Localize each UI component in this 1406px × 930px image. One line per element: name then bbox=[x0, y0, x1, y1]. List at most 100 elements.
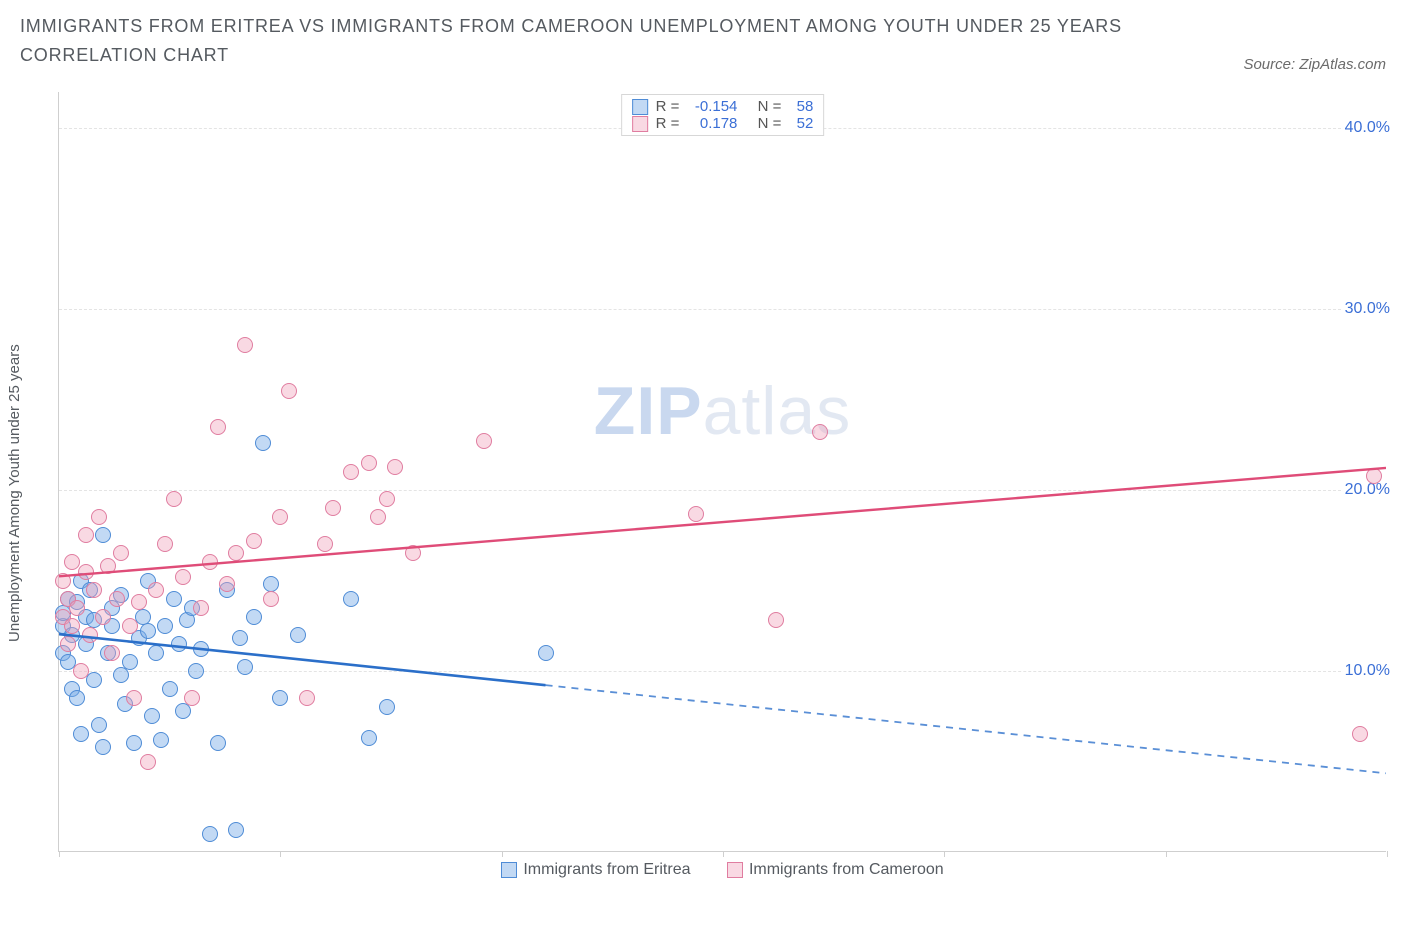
data-point-pink bbox=[175, 569, 191, 585]
data-point-pink bbox=[78, 527, 94, 543]
data-point-blue bbox=[122, 654, 138, 670]
data-point-blue bbox=[255, 435, 271, 451]
grid-line bbox=[59, 671, 1386, 672]
data-point-pink bbox=[69, 600, 85, 616]
legend-n-value-pink: 52 bbox=[789, 115, 813, 132]
data-point-pink bbox=[1352, 726, 1368, 742]
data-point-blue bbox=[379, 699, 395, 715]
data-point-pink bbox=[126, 690, 142, 706]
data-point-blue bbox=[290, 627, 306, 643]
data-point-pink bbox=[157, 536, 173, 552]
legend-label-blue: Immigrants from Eritrea bbox=[523, 861, 690, 879]
data-point-pink bbox=[55, 573, 71, 589]
data-point-blue bbox=[126, 735, 142, 751]
data-point-blue bbox=[166, 591, 182, 607]
y-tick-label: 10.0% bbox=[1341, 662, 1390, 680]
data-point-pink bbox=[184, 690, 200, 706]
data-point-blue bbox=[91, 717, 107, 733]
data-point-pink bbox=[228, 545, 244, 561]
data-point-pink bbox=[476, 433, 492, 449]
data-point-pink bbox=[812, 424, 828, 440]
data-point-pink bbox=[361, 455, 377, 471]
y-tick-label: 20.0% bbox=[1341, 481, 1390, 499]
legend-n-value-blue: 58 bbox=[789, 98, 813, 115]
data-point-pink bbox=[263, 591, 279, 607]
legend-n-label: N = bbox=[758, 115, 782, 132]
data-point-pink bbox=[210, 419, 226, 435]
data-point-pink bbox=[100, 558, 116, 574]
data-point-blue bbox=[162, 681, 178, 697]
x-tick bbox=[502, 851, 503, 857]
y-tick-label: 40.0% bbox=[1341, 119, 1390, 137]
data-point-pink bbox=[86, 582, 102, 598]
data-point-pink bbox=[113, 545, 129, 561]
watermark-left: ZIP bbox=[594, 373, 703, 449]
legend-r-value-pink: 0.178 bbox=[687, 115, 737, 132]
x-tick bbox=[280, 851, 281, 857]
data-point-blue bbox=[202, 826, 218, 842]
data-point-pink bbox=[140, 754, 156, 770]
legend-correlation: R = -0.154 N = 58 R = 0.178 N = 52 bbox=[621, 94, 825, 136]
data-point-blue bbox=[171, 636, 187, 652]
data-point-blue bbox=[140, 623, 156, 639]
data-point-pink bbox=[148, 582, 164, 598]
grid-line bbox=[59, 309, 1386, 310]
trend-lines bbox=[59, 92, 1386, 851]
data-point-pink bbox=[370, 509, 386, 525]
data-point-pink bbox=[60, 636, 76, 652]
data-point-blue bbox=[95, 739, 111, 755]
data-point-blue bbox=[210, 735, 226, 751]
source-attribution: Source: ZipAtlas.com bbox=[1243, 56, 1386, 73]
data-point-blue bbox=[95, 527, 111, 543]
watermark: ZIPatlas bbox=[594, 372, 851, 450]
chart-area: Unemployment Among Youth under 25 years … bbox=[0, 82, 1406, 930]
data-point-blue bbox=[144, 708, 160, 724]
legend-swatch-blue bbox=[501, 862, 517, 878]
data-point-pink bbox=[78, 564, 94, 580]
data-point-pink bbox=[272, 509, 288, 525]
data-point-blue bbox=[153, 732, 169, 748]
data-point-blue bbox=[272, 690, 288, 706]
data-point-blue bbox=[232, 630, 248, 646]
legend-swatch-pink bbox=[632, 116, 648, 132]
data-point-pink bbox=[73, 663, 89, 679]
legend-item-blue: Immigrants from Eritrea bbox=[501, 861, 690, 879]
legend-r-label: R = bbox=[656, 115, 680, 132]
legend-r-value-blue: -0.154 bbox=[687, 98, 737, 115]
data-point-pink bbox=[343, 464, 359, 480]
legend-row-pink: R = 0.178 N = 52 bbox=[632, 115, 814, 132]
data-point-blue bbox=[361, 730, 377, 746]
x-tick bbox=[1166, 851, 1167, 857]
data-point-pink bbox=[91, 509, 107, 525]
x-tick bbox=[59, 851, 60, 857]
data-point-blue bbox=[343, 591, 359, 607]
data-point-blue bbox=[228, 822, 244, 838]
data-point-blue bbox=[193, 641, 209, 657]
data-point-pink bbox=[246, 533, 262, 549]
legend-label-pink: Immigrants from Cameroon bbox=[749, 861, 944, 879]
data-point-pink bbox=[281, 383, 297, 399]
legend-n-label: N = bbox=[758, 98, 782, 115]
chart-title-block: IMMIGRANTS FROM ERITREA VS IMMIGRANTS FR… bbox=[20, 12, 1122, 70]
data-point-blue bbox=[237, 659, 253, 675]
data-point-pink bbox=[193, 600, 209, 616]
watermark-right: atlas bbox=[703, 373, 852, 449]
data-point-pink bbox=[122, 618, 138, 634]
x-tick bbox=[1387, 851, 1388, 857]
data-point-blue bbox=[157, 618, 173, 634]
plot-area: R = -0.154 N = 58 R = 0.178 N = 52 ZIPat… bbox=[58, 92, 1386, 852]
data-point-pink bbox=[104, 645, 120, 661]
legend-row-blue: R = -0.154 N = 58 bbox=[632, 98, 814, 115]
data-point-blue bbox=[246, 609, 262, 625]
data-point-pink bbox=[64, 618, 80, 634]
data-point-pink bbox=[768, 612, 784, 628]
data-point-pink bbox=[1366, 468, 1382, 484]
chart-title-line1: IMMIGRANTS FROM ERITREA VS IMMIGRANTS FR… bbox=[20, 12, 1122, 41]
grid-line bbox=[59, 490, 1386, 491]
data-point-pink bbox=[379, 491, 395, 507]
legend-swatch-pink bbox=[727, 862, 743, 878]
data-point-pink bbox=[325, 500, 341, 516]
data-point-pink bbox=[131, 594, 147, 610]
data-point-blue bbox=[188, 663, 204, 679]
data-point-pink bbox=[405, 545, 421, 561]
